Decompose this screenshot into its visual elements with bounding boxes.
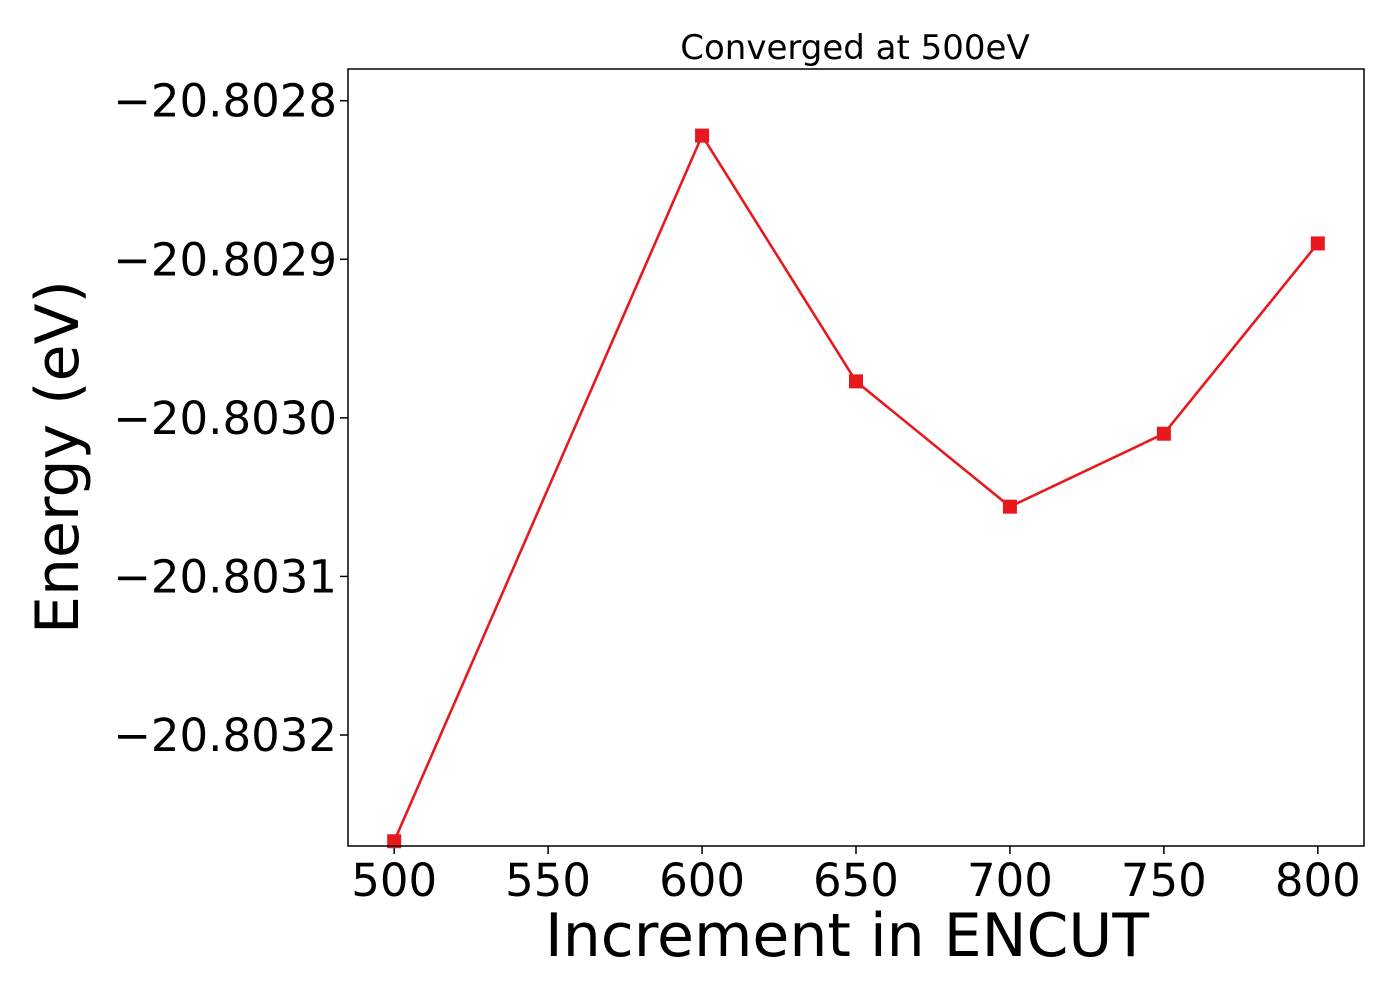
data-point-marker	[1002, 499, 1017, 514]
chart-title: Converged at 500eV	[680, 28, 1029, 68]
y-tick-label: −20.8028	[113, 75, 337, 128]
data-point-marker	[387, 834, 402, 849]
y-tick-label: −20.8032	[113, 709, 337, 762]
series-layer	[387, 128, 1325, 849]
x-tick-label: 650	[813, 854, 899, 907]
y-tick-label: −20.8031	[113, 550, 337, 603]
x-tick-label: 750	[1121, 854, 1207, 907]
x-tick-label: 600	[659, 854, 745, 907]
x-tick-label: 700	[967, 854, 1053, 907]
data-point-marker	[849, 374, 863, 389]
x-tick-label: 550	[505, 854, 591, 907]
x-axis-label: Increment in ENCUT	[545, 901, 1149, 971]
ticks-layer: 500 550 600 650 700 750 800 −20.8028 −20.8029 −20…	[113, 75, 1361, 907]
y-tick-label: −20.8029	[113, 233, 337, 286]
series-line	[392, 134, 1319, 842]
y-axis-label: Energy (eV)	[23, 280, 93, 634]
data-point-marker	[695, 128, 710, 143]
x-tick-label: 800	[1275, 854, 1361, 907]
data-point-marker	[1156, 426, 1171, 441]
y-tick-label: −20.8030	[113, 392, 337, 445]
plot-frame	[347, 68, 1365, 847]
data-point-marker	[1310, 236, 1325, 251]
x-tick-label: 500	[351, 854, 437, 907]
